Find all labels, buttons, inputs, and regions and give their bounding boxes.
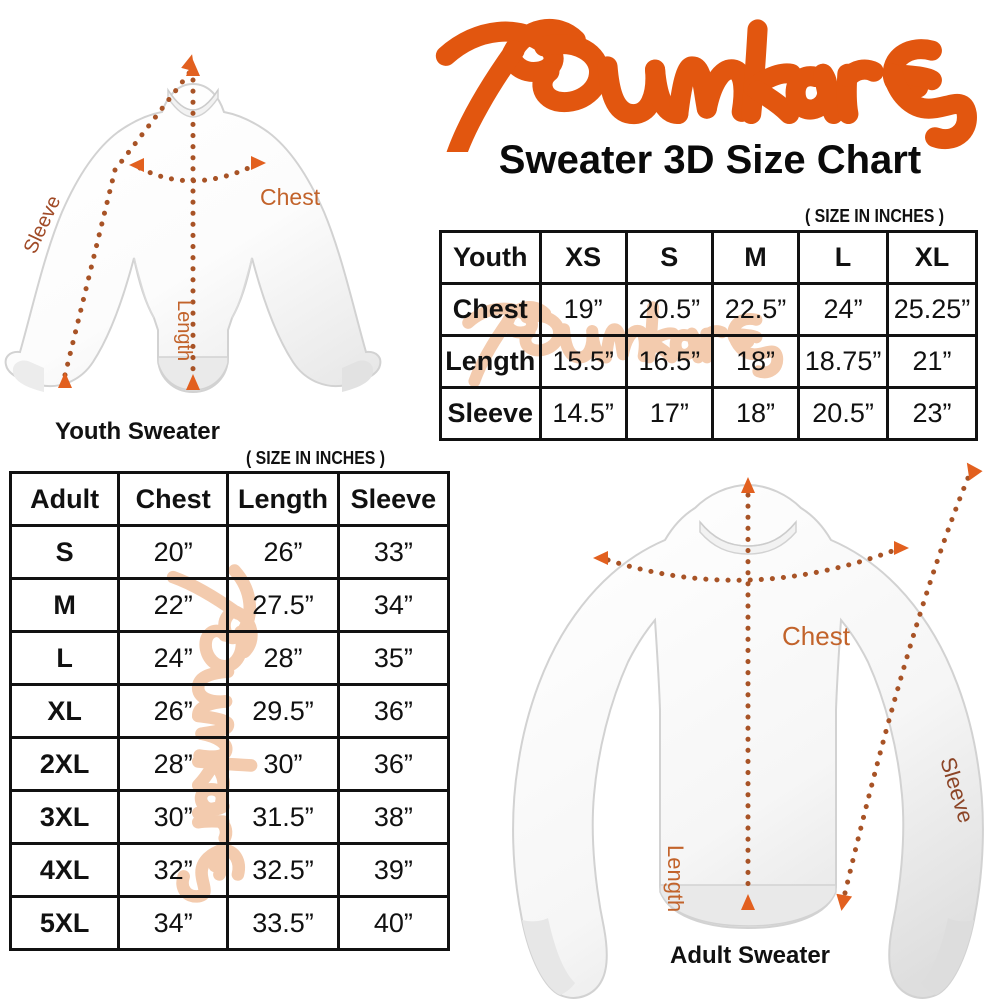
svg-text:Length: Length — [663, 845, 688, 912]
svg-text:Length: Length — [173, 300, 195, 361]
svg-text:Sleeve: Sleeve — [20, 192, 66, 257]
svg-text:Chest: Chest — [782, 621, 851, 651]
svg-text:Chest: Chest — [260, 184, 321, 210]
svg-text:Sleeve: Sleeve — [935, 754, 979, 826]
